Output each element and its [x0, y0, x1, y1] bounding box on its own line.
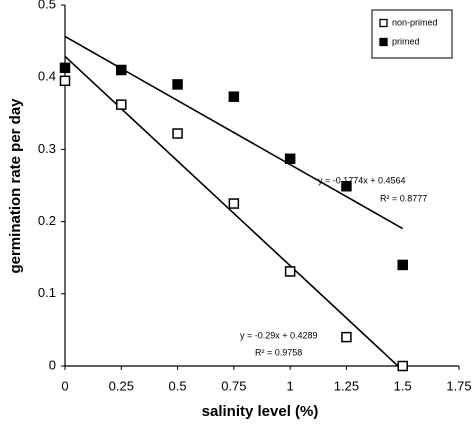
point	[397, 259, 408, 271]
point	[341, 331, 352, 343]
x-tick-label: 0.5	[169, 378, 187, 393]
y-tick-label: 0.3	[38, 141, 56, 156]
trend-equation: y = -0.29x + 0.4289	[240, 330, 318, 340]
y-tick-label: 0.5	[38, 0, 56, 11]
x-axis-title: salinity level (%)	[202, 403, 319, 420]
x-tick-label: 0	[61, 378, 68, 393]
point	[397, 360, 408, 372]
x-tick-label: 1.25	[334, 378, 359, 393]
x-tick-label: 1	[287, 378, 294, 393]
point	[116, 64, 127, 76]
point	[172, 128, 183, 139]
point	[172, 79, 183, 90]
point	[59, 75, 71, 87]
legend-box	[371, 9, 453, 59]
point	[284, 153, 296, 165]
y-tick-label: 0.1	[38, 285, 56, 300]
legend-marker	[379, 18, 388, 28]
trend-equation: y = -0.1774x + 0.4564	[318, 175, 406, 185]
x-tick-label: 0.75	[221, 378, 246, 393]
y-tick-label: 0.4	[38, 69, 56, 84]
y-tick-label: 0.2	[38, 213, 56, 228]
x-tick-label: 0.25	[109, 378, 134, 393]
y-axis-title: germination rate per day	[7, 98, 24, 274]
legend-label: primed	[392, 36, 420, 46]
trend-r2: R² = 0.8777	[380, 193, 427, 203]
point	[284, 266, 296, 277]
legend-label: non-primed	[392, 17, 438, 27]
trendline	[64, 55, 404, 371]
point	[59, 62, 71, 74]
point	[116, 99, 127, 110]
point	[228, 91, 240, 102]
legend-marker	[379, 37, 388, 47]
x-tick-label: 1.75	[446, 378, 471, 393]
x-tick-label: 1.5	[394, 378, 412, 393]
y-tick-label: 0	[49, 357, 56, 372]
point	[341, 180, 352, 192]
trend-r2: R² = 0.9758	[255, 347, 302, 357]
point	[228, 198, 240, 209]
